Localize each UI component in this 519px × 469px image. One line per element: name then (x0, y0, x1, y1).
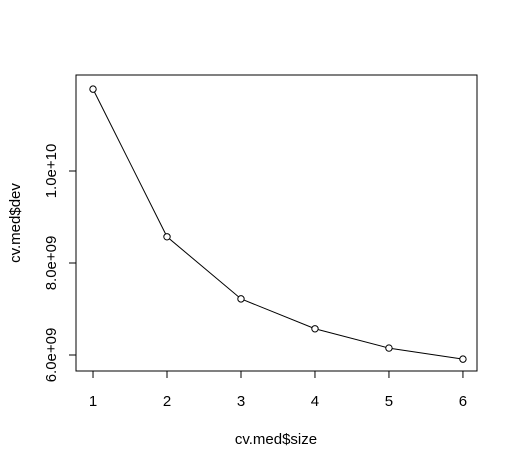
plot-frame (75, 74, 478, 372)
point (311, 325, 319, 333)
x-tick-label: 1 (89, 393, 97, 410)
y-axis-label: cv.med$dev (7, 183, 24, 263)
line (92, 88, 464, 360)
x-tick-label: 2 (163, 393, 171, 410)
y-tick-label: 8.0e+09 (43, 236, 60, 291)
point (89, 85, 97, 93)
x-tick-label: 5 (385, 393, 393, 410)
x-tick-label: 3 (237, 393, 245, 410)
x-tick-label: 6 (459, 393, 467, 410)
point (459, 355, 467, 363)
point (237, 295, 245, 303)
x-tick-label: 4 (311, 393, 319, 410)
y-tick-label: 1.0e+10 (43, 144, 60, 199)
point (163, 233, 171, 241)
x-axis-label: cv.med$size (235, 431, 317, 448)
point (385, 344, 393, 352)
y-tick-label: 6.0e+09 (43, 328, 60, 383)
